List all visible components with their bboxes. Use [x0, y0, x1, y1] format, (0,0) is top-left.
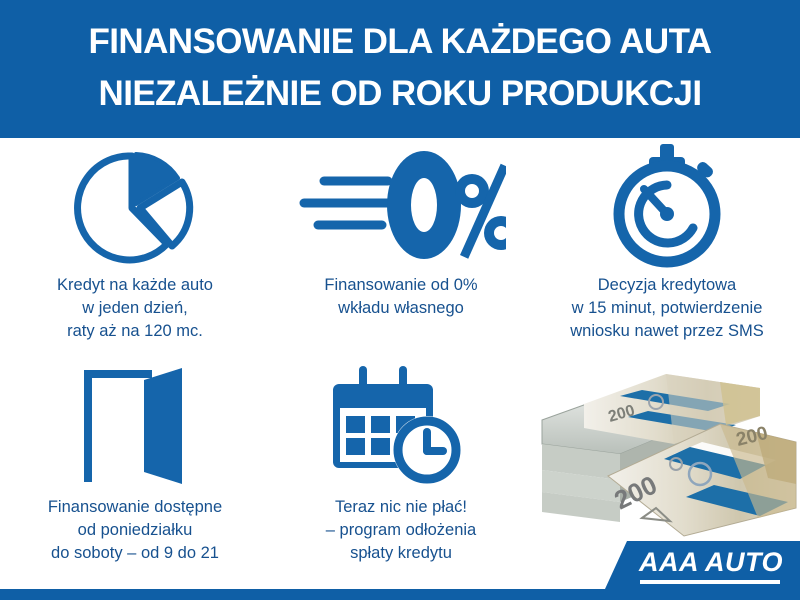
aaa-auto-logo[interactable]: AAA AUTO [605, 541, 800, 589]
door-frame [84, 370, 152, 482]
feature-card-credit-any-car: Kredyt na każde auto w jeden dzień, raty… [2, 142, 268, 367]
caption-line: Finansowanie dostępne [47, 498, 223, 516]
caption-line: w 15 minut, potwierdzenie [571, 298, 763, 317]
headline-line-1: FINANSOWANIE DLA KAŻDEGO AUTA [88, 22, 713, 61]
caption-line: – program odłożenia [325, 520, 477, 539]
zero-percent-icon-wrap [268, 142, 534, 270]
caption-line: Finansowanie od 0% [324, 276, 478, 294]
stopwatch-icon-wrap [534, 142, 800, 270]
headline-line-2: NIEZALEŻNIE OD ROKU PRODUKCJI [98, 74, 703, 113]
caption-line: od poniedziałku [77, 520, 193, 539]
stopwatch-inner-arc [634, 180, 698, 248]
zero-percent-icon [299, 151, 506, 259]
aaa-auto-logo-underline [640, 580, 780, 584]
feature-grid: Kredyt na każde auto w jeden dzień, raty… [0, 138, 800, 589]
feature-caption: Finansowanie od 0% wkładu własnego [268, 274, 534, 320]
stopwatch-stem [660, 144, 674, 160]
banknote-stacks-image: 200 200 200 [524, 358, 800, 540]
caption-line: do soboty – od 9 do 21 [51, 543, 219, 562]
svg-text:200: 200 [606, 402, 636, 426]
caption-line: Kredyt na każde auto [57, 276, 213, 294]
feature-card-zero-percent: Finansowanie od 0% wkładu własnego [268, 142, 534, 367]
caption-line: wkładu własnego [338, 298, 464, 317]
open-door-icon-wrap [2, 364, 268, 492]
caption-line: raty aż na 120 mc. [67, 321, 203, 340]
percent-sign [455, 163, 506, 259]
calendar-clock-icon-wrap [268, 364, 534, 492]
aaa-auto-logo-text: AAA AUTO [639, 547, 783, 577]
feature-card-deferred-payment: Teraz nic nie płać! – program odłożenia … [268, 364, 534, 589]
banknote-bundle-front: 200 200 [607, 423, 797, 537]
caption-line: wniosku nawet przez SMS [570, 321, 764, 340]
feature-card-opening-hours: Finansowanie dostępne od poniedziałku do… [2, 364, 268, 589]
clock-bezel [393, 416, 461, 484]
pie-chart-icon-wrap [2, 142, 268, 270]
stopwatch-hub [660, 207, 674, 221]
calendar-clock-icon [333, 366, 461, 484]
door-panel [144, 368, 182, 484]
feature-caption: Kredyt na każde auto w jeden dzień, raty… [2, 274, 268, 342]
caption-line: spłaty kredytu [350, 543, 452, 562]
feature-caption: Finansowanie dostępne od poniedziałku do… [2, 496, 268, 564]
stopwatch-side-button [697, 161, 713, 178]
header-band: FINANSOWANIE DLA KAŻDEGO AUTA NIEZALEŻNI… [0, 0, 800, 138]
speed-lines-icon [299, 176, 393, 230]
stopwatch-bezel [613, 160, 721, 268]
caption-line: w jeden dzień, [82, 298, 188, 317]
pie-chart-icon [74, 152, 194, 264]
digit-zero [387, 151, 461, 259]
feature-caption: Teraz nic nie płać! – program odłożenia … [268, 496, 534, 564]
caption-line: Decyzja kredytowa [597, 276, 737, 294]
footer-bar [0, 589, 800, 600]
clock-hands [423, 428, 447, 455]
feature-caption: Decyzja kredytowa w 15 minut, potwierdze… [534, 274, 800, 342]
caption-line: Teraz nic nie płać! [334, 498, 468, 516]
feature-card-credit-decision: Decyzja kredytowa w 15 minut, potwierdze… [534, 142, 800, 367]
open-door-icon [84, 368, 182, 484]
stopwatch-icon [613, 144, 721, 268]
